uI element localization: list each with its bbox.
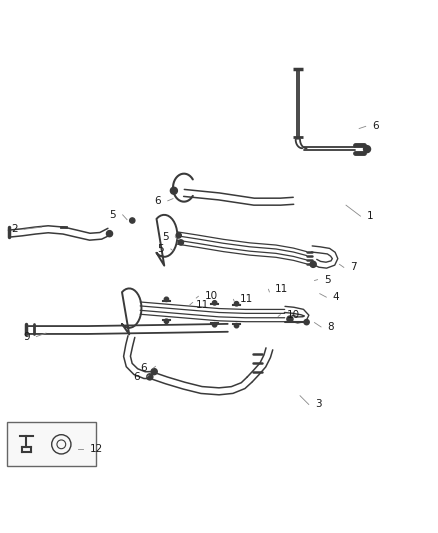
Text: 2: 2 — [11, 224, 18, 235]
Circle shape — [364, 146, 371, 152]
Circle shape — [212, 301, 217, 305]
Text: 11: 11 — [275, 284, 288, 294]
Circle shape — [234, 302, 239, 306]
Text: 6: 6 — [134, 372, 140, 382]
Text: 1: 1 — [367, 211, 374, 221]
Text: 12: 12 — [90, 444, 103, 454]
Text: 5: 5 — [158, 244, 164, 254]
Circle shape — [164, 297, 169, 302]
Text: 3: 3 — [315, 399, 322, 409]
FancyBboxPatch shape — [7, 422, 96, 466]
Circle shape — [170, 187, 177, 194]
Circle shape — [234, 324, 239, 328]
Text: 6: 6 — [155, 196, 161, 206]
Text: 5: 5 — [162, 232, 169, 242]
Text: 5: 5 — [324, 274, 331, 285]
Circle shape — [147, 374, 153, 380]
Text: 4: 4 — [333, 292, 339, 302]
Text: 8: 8 — [328, 322, 334, 332]
Text: 7: 7 — [350, 262, 357, 272]
Text: 5: 5 — [110, 210, 116, 220]
Text: 6: 6 — [140, 363, 147, 373]
Text: 6: 6 — [372, 122, 379, 131]
Circle shape — [212, 322, 217, 327]
Circle shape — [176, 233, 181, 238]
Text: 10: 10 — [205, 291, 218, 301]
Circle shape — [178, 240, 184, 245]
Text: 9: 9 — [23, 332, 30, 342]
Circle shape — [130, 218, 135, 223]
Text: 11: 11 — [196, 300, 209, 310]
Circle shape — [164, 319, 169, 324]
Text: 10: 10 — [287, 310, 300, 320]
Text: 11: 11 — [240, 294, 253, 304]
Circle shape — [304, 319, 309, 325]
Circle shape — [310, 261, 316, 268]
Circle shape — [106, 231, 113, 237]
Circle shape — [151, 368, 157, 375]
Circle shape — [287, 316, 293, 322]
